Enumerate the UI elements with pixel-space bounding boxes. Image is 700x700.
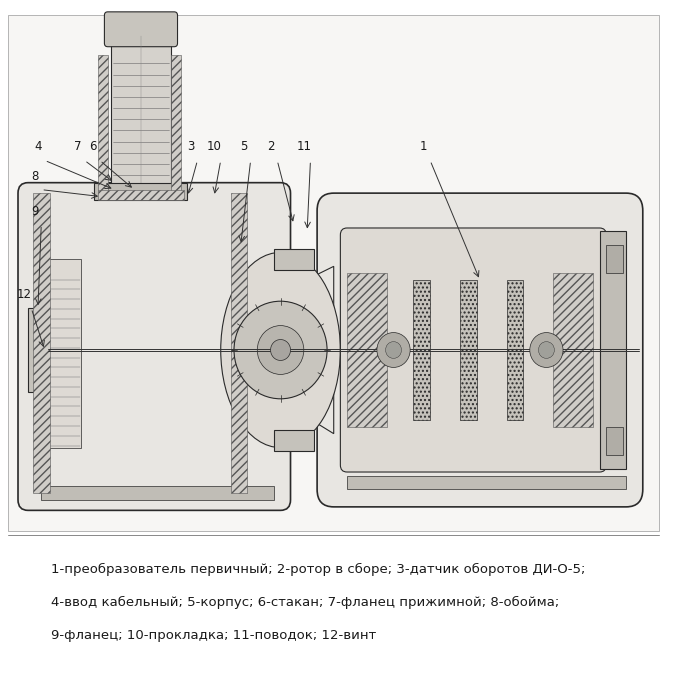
Polygon shape bbox=[277, 266, 334, 434]
Circle shape bbox=[377, 332, 410, 368]
Text: 3: 3 bbox=[187, 141, 195, 153]
Text: 9-фланец; 10-прокладка; 11-поводок; 12-винт: 9-фланец; 10-прокладка; 11-поводок; 12-в… bbox=[51, 629, 377, 642]
Text: 4-ввод кабельный; 5-корпус; 6-стакан; 7-фланец прижимной; 8-обойма;: 4-ввод кабельный; 5-корпус; 6-стакан; 7-… bbox=[51, 596, 559, 608]
Bar bbox=[606, 246, 623, 273]
Bar bbox=[274, 249, 314, 270]
Bar bbox=[414, 280, 430, 420]
Bar bbox=[507, 280, 523, 420]
Text: 4: 4 bbox=[34, 141, 42, 153]
Circle shape bbox=[271, 340, 290, 360]
FancyBboxPatch shape bbox=[18, 183, 290, 510]
Bar bbox=[41, 486, 274, 500]
Text: 12: 12 bbox=[18, 288, 32, 301]
Circle shape bbox=[530, 332, 563, 368]
Bar bbox=[606, 427, 623, 454]
Text: 5: 5 bbox=[240, 141, 248, 153]
Text: 1-преобразователь первичный; 2-ротор в сборе; 3-датчик оборотов ДИ-О-5;: 1-преобразователь первичный; 2-ротор в с… bbox=[51, 563, 586, 575]
Bar bbox=[553, 273, 593, 427]
Text: 9: 9 bbox=[31, 204, 38, 218]
FancyBboxPatch shape bbox=[317, 193, 643, 507]
Bar bbox=[45, 260, 81, 447]
Bar bbox=[94, 183, 188, 200]
FancyBboxPatch shape bbox=[340, 228, 606, 472]
Bar bbox=[98, 55, 108, 191]
Circle shape bbox=[258, 326, 304, 374]
Bar bbox=[98, 190, 184, 200]
Bar bbox=[231, 193, 247, 493]
Bar bbox=[274, 430, 314, 451]
Circle shape bbox=[538, 342, 554, 358]
Text: 10: 10 bbox=[206, 141, 221, 153]
Bar bbox=[34, 193, 50, 493]
FancyBboxPatch shape bbox=[8, 15, 659, 531]
Text: 7: 7 bbox=[74, 141, 82, 153]
Text: 1: 1 bbox=[420, 141, 427, 153]
Bar bbox=[28, 308, 45, 392]
Text: 8: 8 bbox=[31, 169, 38, 183]
Circle shape bbox=[234, 301, 327, 399]
Bar bbox=[600, 232, 626, 468]
Text: 2: 2 bbox=[267, 141, 274, 153]
Text: 6: 6 bbox=[90, 141, 97, 153]
Text: 11: 11 bbox=[296, 141, 312, 153]
Ellipse shape bbox=[220, 253, 340, 447]
FancyBboxPatch shape bbox=[104, 12, 178, 47]
Bar bbox=[460, 280, 477, 420]
Bar bbox=[347, 475, 626, 489]
Bar bbox=[171, 55, 181, 191]
Bar bbox=[347, 273, 387, 427]
Circle shape bbox=[386, 342, 402, 358]
Bar bbox=[111, 36, 171, 190]
